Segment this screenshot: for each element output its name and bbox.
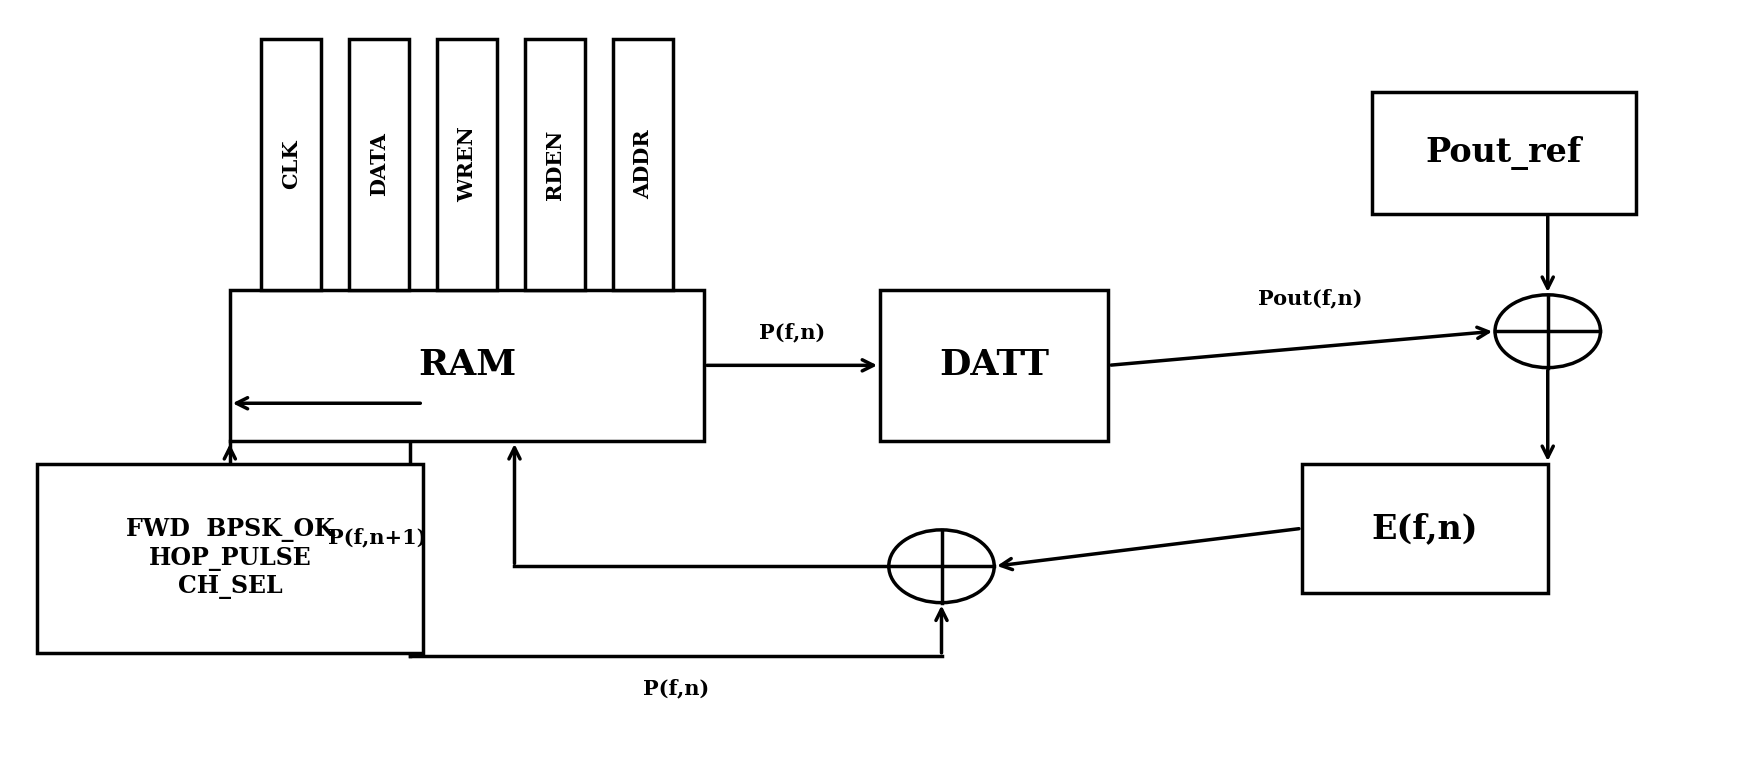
Bar: [231, 289, 704, 441]
Bar: [1373, 92, 1635, 214]
Ellipse shape: [889, 530, 994, 603]
Bar: [436, 40, 496, 289]
Text: RAM: RAM: [417, 349, 516, 382]
Bar: [262, 40, 322, 289]
Bar: [348, 40, 408, 289]
Bar: [880, 289, 1109, 441]
Text: DATA: DATA: [370, 132, 389, 196]
Text: E(f,n): E(f,n): [1371, 512, 1478, 545]
Text: CLK: CLK: [282, 140, 301, 189]
Ellipse shape: [1494, 295, 1600, 368]
Bar: [524, 40, 584, 289]
Text: Pout_ref: Pout_ref: [1426, 136, 1582, 170]
Text: P(f,n): P(f,n): [642, 679, 709, 699]
Text: P(f,n+1): P(f,n+1): [327, 527, 426, 547]
Text: DATT: DATT: [940, 349, 1049, 382]
Text: P(f,n): P(f,n): [759, 323, 825, 342]
Bar: [1302, 464, 1547, 593]
Text: Pout(f,n): Pout(f,n): [1258, 288, 1362, 308]
Bar: [37, 464, 422, 654]
Text: FWD  BPSK_OK
HOP_PULSE
CH_SEL: FWD BPSK_OK HOP_PULSE CH_SEL: [125, 518, 334, 600]
Text: ADDR: ADDR: [634, 129, 653, 199]
Text: WREN: WREN: [458, 126, 477, 202]
Text: RDEN: RDEN: [546, 129, 565, 199]
Bar: [612, 40, 672, 289]
